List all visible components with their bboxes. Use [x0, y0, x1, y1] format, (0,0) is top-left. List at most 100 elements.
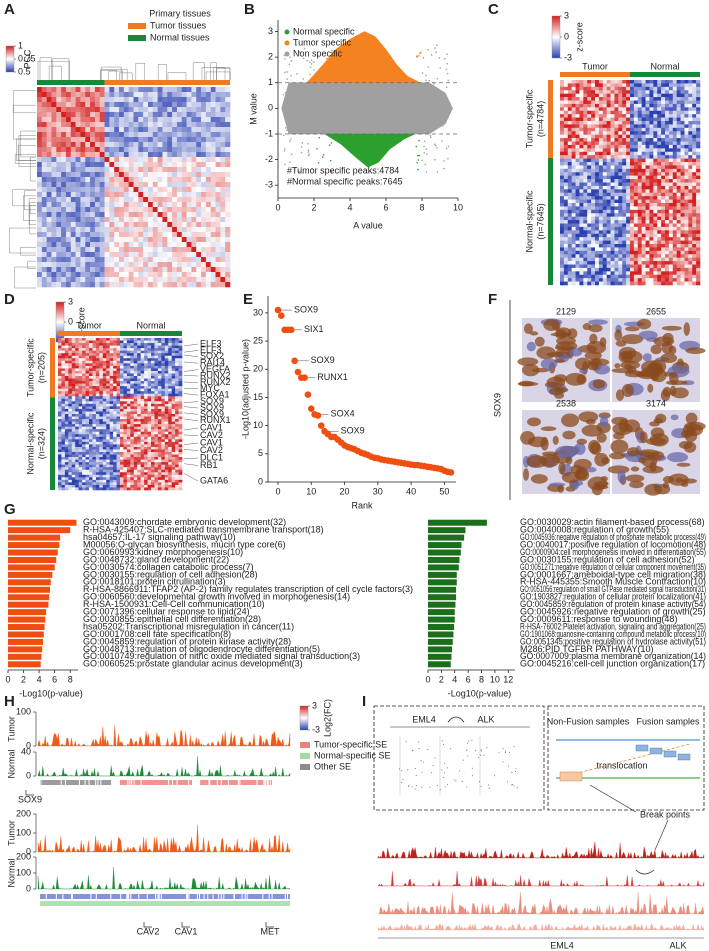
heatmap-cell	[622, 155, 626, 159]
heatmap-cell	[669, 159, 673, 163]
heatmap-cell	[673, 107, 677, 111]
heatmap-cell	[603, 159, 607, 163]
heatmap-cell	[141, 346, 145, 349]
heatmap-cell	[99, 371, 103, 374]
heatmap-cell	[626, 251, 630, 255]
heatmap-cell	[99, 368, 103, 371]
heatmap-cell	[68, 381, 72, 384]
heatmap-cell	[684, 258, 688, 262]
heatmap-cell	[137, 356, 141, 359]
heatmap-cell	[560, 200, 564, 204]
heatmap-cell	[196, 152, 201, 157]
heatmap-cell	[66, 102, 71, 107]
heatmap-cell	[76, 217, 81, 222]
heatmap-cell	[162, 107, 167, 112]
heatmap-cell	[595, 138, 599, 142]
heatmap-cell	[626, 196, 630, 200]
heatmap-cell	[179, 351, 183, 354]
heatmap-cell	[688, 169, 692, 173]
heatmap-cell	[119, 272, 124, 277]
heatmap-cell	[665, 241, 669, 245]
row-count: (n=7645)	[535, 203, 545, 239]
heatmap-cell	[611, 220, 615, 224]
heatmap-cell	[568, 169, 572, 173]
heatmap-cell	[688, 189, 692, 193]
heatmap-cell	[179, 376, 183, 379]
heatmap-cell	[154, 373, 158, 376]
heatmap-cell	[576, 189, 580, 193]
cloud-dot	[418, 140, 420, 142]
heatmap-cell	[669, 138, 673, 142]
heatmap-cell	[657, 94, 661, 98]
heatmap-cell	[72, 379, 76, 382]
heatmap-cell	[622, 230, 626, 234]
heatmap-cell	[153, 202, 158, 207]
heatmap-cell	[653, 241, 657, 245]
heatmap-cell	[638, 162, 642, 166]
heatmap-cell	[151, 353, 155, 356]
heatmap-cell	[681, 90, 685, 94]
heatmap-cell	[95, 107, 100, 112]
heatmap-cell	[673, 80, 677, 84]
heatmap-cell	[681, 159, 685, 163]
heatmap-cell	[71, 222, 76, 227]
heatmap-cell	[661, 87, 665, 91]
heatmap-cell	[158, 381, 162, 384]
heatmap-cell	[96, 353, 100, 356]
cloud-dot	[291, 153, 293, 155]
heatmap-cell	[119, 197, 124, 202]
heatmap-cell	[681, 282, 685, 286]
heatmap-cell	[661, 114, 665, 118]
heatmap-cell	[177, 122, 182, 127]
heatmap-cell	[158, 338, 162, 341]
heatmap-cell	[607, 241, 611, 245]
heatmap-cell	[100, 202, 105, 207]
heatmap-cell	[587, 247, 591, 251]
heatmap-cell	[583, 241, 587, 245]
heatmap-cell	[688, 124, 692, 128]
heatmap-cell	[611, 114, 615, 118]
heatmap-cell	[114, 227, 119, 232]
heatmap-cell	[681, 258, 685, 262]
heatmap-cell	[661, 155, 665, 159]
heatmap-cell	[665, 254, 669, 258]
heatmap-cell	[187, 162, 192, 167]
heatmap-cell	[692, 80, 696, 84]
heatmap-cell	[692, 159, 696, 163]
heatmap-cell	[92, 343, 96, 346]
heatmap-cell	[42, 167, 47, 172]
heatmap-cell	[618, 206, 622, 210]
heatmap-cell	[611, 124, 615, 128]
heatmap-cell	[576, 234, 580, 238]
heatmap-cell	[182, 122, 187, 127]
heatmap-cell	[86, 366, 90, 369]
heatmap-cell	[56, 117, 61, 122]
heatmap-cell	[42, 197, 47, 202]
heatmap-cell	[603, 155, 607, 159]
heatmap-cell	[119, 132, 124, 137]
heatmap-cell	[587, 254, 591, 258]
heatmap-cell	[649, 145, 653, 149]
y-tick-label: -1	[265, 128, 273, 138]
heatmap-cell	[568, 152, 572, 156]
heatmap-cell	[688, 275, 692, 279]
heatmap-cell	[172, 102, 177, 107]
heatmap-cell	[148, 127, 153, 132]
heatmap-cell	[572, 169, 576, 173]
heatmap-cell	[168, 368, 172, 371]
heatmap-cell	[653, 165, 657, 169]
heatmap-cell	[113, 356, 117, 359]
heatmap-cell	[630, 237, 634, 241]
heatmap-cell	[661, 162, 665, 166]
heatmap-cell	[595, 111, 599, 115]
cloud-dot	[323, 154, 325, 156]
heatmap-cell	[100, 142, 105, 147]
heatmap-cell	[622, 94, 626, 98]
heatmap-cell	[669, 94, 673, 98]
heatmap-cell	[216, 147, 221, 152]
heatmap-cell	[696, 179, 700, 183]
heatmap-cell	[560, 94, 564, 98]
heatmap-cell	[634, 234, 638, 238]
heatmap-cell	[134, 172, 139, 177]
heatmap-cell	[177, 277, 182, 282]
